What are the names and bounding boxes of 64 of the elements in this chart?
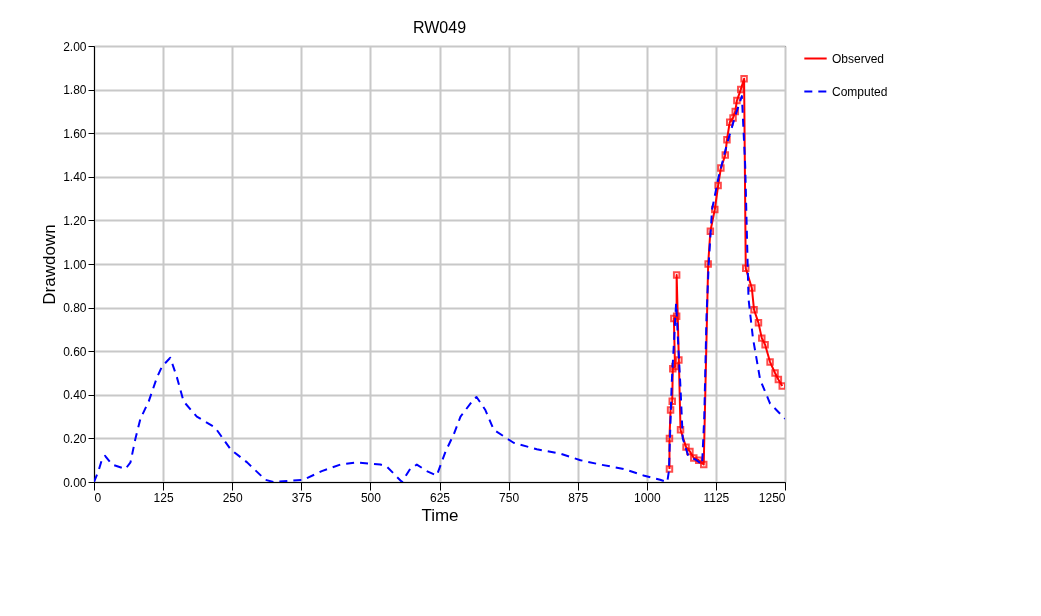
point xyxy=(729,114,737,122)
point xyxy=(672,271,681,279)
y-tick-label: 1.20 xyxy=(63,213,87,228)
x-tick-label: 875 xyxy=(568,490,589,505)
point xyxy=(758,334,766,342)
point xyxy=(704,260,712,268)
point xyxy=(754,319,763,327)
point xyxy=(733,96,741,105)
point xyxy=(766,358,774,366)
y-tick-label: 0.00 xyxy=(63,475,87,490)
x-tick-label: 1125 xyxy=(703,490,730,505)
point xyxy=(690,454,698,462)
point xyxy=(731,107,739,116)
point xyxy=(682,443,690,451)
point xyxy=(668,397,676,406)
point xyxy=(665,465,674,473)
point xyxy=(706,227,715,236)
point xyxy=(695,456,703,464)
point xyxy=(670,314,678,323)
point xyxy=(672,312,681,321)
point xyxy=(675,356,683,364)
point xyxy=(665,434,674,443)
point xyxy=(676,425,685,434)
point xyxy=(737,85,745,94)
point xyxy=(686,447,694,456)
point xyxy=(717,164,725,172)
point xyxy=(761,340,769,349)
y-tick-label: 0.20 xyxy=(63,431,87,446)
point xyxy=(750,306,758,314)
y-axis-title: Drawdown xyxy=(40,224,60,305)
x-tick-label: 750 xyxy=(499,490,520,505)
x-tick-label: 375 xyxy=(291,490,313,505)
y-tick-label: 1.40 xyxy=(63,170,87,185)
y-tick-label: 2.00 xyxy=(63,39,87,54)
y-tick-label: 1.00 xyxy=(63,257,87,272)
y-tick-label: 1.60 xyxy=(63,126,87,141)
point xyxy=(700,460,708,469)
y-tick-label: 1.80 xyxy=(63,83,87,98)
x-tick-label: 1250 xyxy=(758,490,786,505)
point xyxy=(725,118,734,127)
point xyxy=(711,205,719,214)
y-tick-label: 0.40 xyxy=(63,388,87,403)
point xyxy=(778,382,785,390)
legend-label: Observed xyxy=(832,51,885,66)
y-tick-label: 0.80 xyxy=(63,301,87,316)
point xyxy=(714,181,722,190)
x-tick-label: 1000 xyxy=(633,490,661,505)
x-tick-label: 125 xyxy=(153,490,174,505)
x-tick-label: 625 xyxy=(429,490,451,505)
x-axis-title: Time xyxy=(421,505,459,525)
chart-title: RW049 xyxy=(412,19,467,36)
point xyxy=(774,375,783,384)
point xyxy=(721,151,730,159)
point xyxy=(723,136,731,144)
point xyxy=(748,284,756,292)
point xyxy=(666,406,675,414)
point xyxy=(771,369,779,377)
legend-label: Computed xyxy=(832,84,888,99)
y-tick-label: 0.60 xyxy=(63,344,87,359)
x-tick-label: 250 xyxy=(222,490,244,505)
point xyxy=(740,74,748,83)
point xyxy=(742,264,750,273)
x-tick-label: 0 xyxy=(94,490,102,505)
x-tick-label: 500 xyxy=(360,490,382,505)
